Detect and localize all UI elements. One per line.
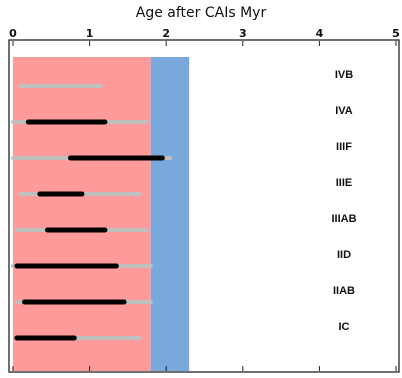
shaded-bands — [13, 57, 190, 371]
category-label-iid: IID — [337, 249, 351, 261]
category-label-iiif: IIIF — [336, 141, 352, 153]
x-axis: 0 1 2 3 4 5 — [9, 27, 400, 371]
x-tick-label-1: 1 — [86, 27, 94, 40]
x-tick-label-0: 0 — [9, 27, 17, 40]
category-label-iiab: IIAB — [333, 285, 355, 297]
category-labels: IVB IVA IIIF IIIE IIIAB IID IIAB IC — [331, 69, 356, 333]
x-tick-label-3: 3 — [239, 27, 247, 40]
plot-frame — [8, 39, 400, 373]
category-label-ivb: IVB — [335, 69, 353, 81]
x-tick-label-2: 2 — [162, 27, 170, 40]
category-label-iva: IVA — [335, 105, 353, 117]
x-tick-label-5: 5 — [392, 27, 400, 40]
shaded-band-1 — [150, 57, 190, 371]
category-label-iiiab: IIIAB — [331, 213, 356, 225]
shaded-band-0 — [13, 57, 151, 371]
chart-title: Age after CAIs Myr — [136, 5, 267, 21]
category-label-iiie: IIIE — [336, 177, 353, 189]
x-tick-label-4: 4 — [316, 27, 324, 40]
category-label-ic: IC — [339, 321, 350, 333]
range-bars — [11, 84, 173, 341]
